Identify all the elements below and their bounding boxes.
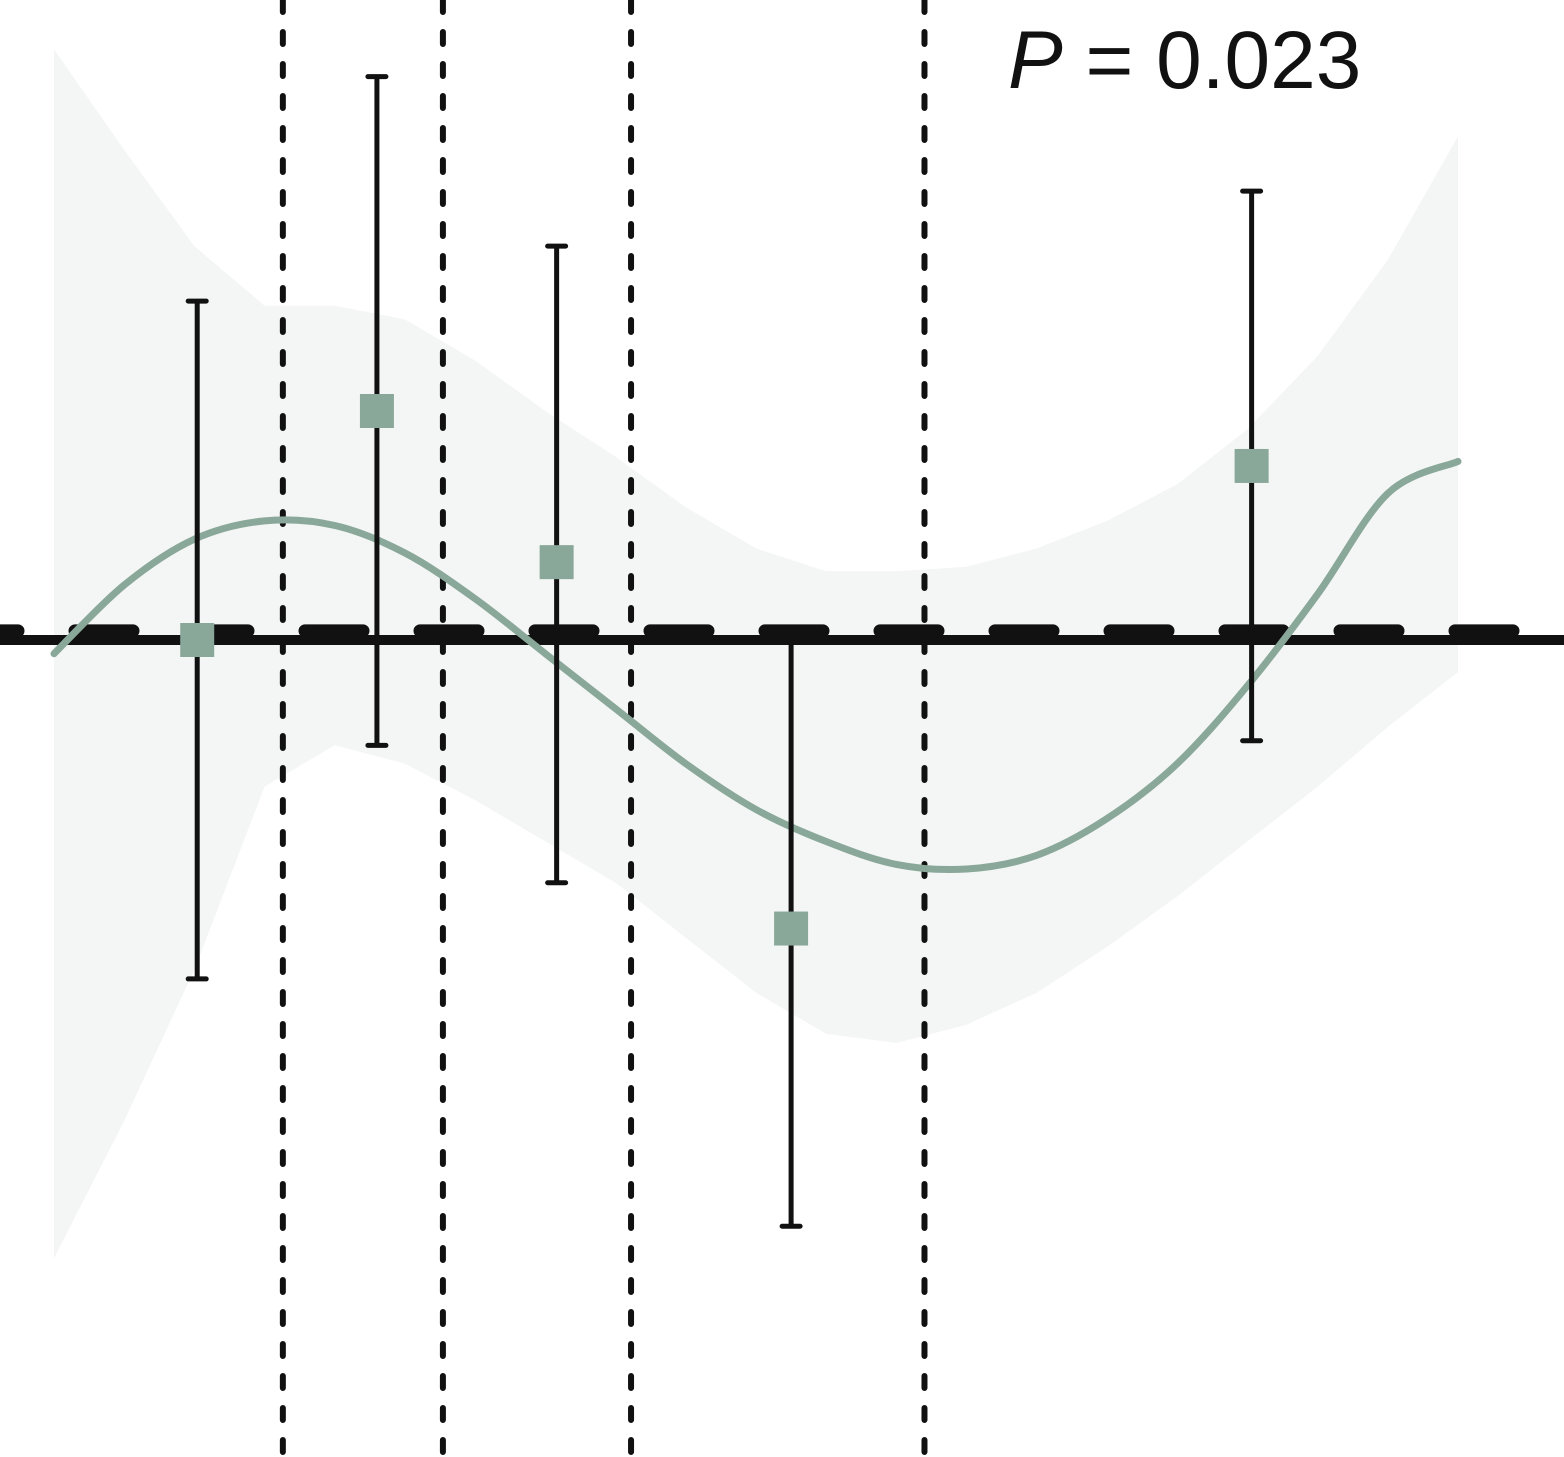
fit-curve-line xyxy=(50,457,1462,874)
p-value-symbol: P xyxy=(1008,15,1063,106)
data-point-5 xyxy=(1234,448,1269,483)
data-point-3 xyxy=(539,545,574,580)
p-value-text: = 0.023 xyxy=(1063,15,1362,106)
data-point-4 xyxy=(774,911,809,946)
confidence-band-area xyxy=(54,49,1458,1259)
vertical-reference-lines xyxy=(279,0,928,1457)
confidence-band xyxy=(54,49,1458,1259)
data-point-2 xyxy=(359,394,394,428)
fit-curve xyxy=(50,457,1462,874)
data-points xyxy=(180,394,1269,946)
p-value-annotation: P = 0.023 xyxy=(1008,15,1361,106)
data-point-1 xyxy=(180,623,215,657)
